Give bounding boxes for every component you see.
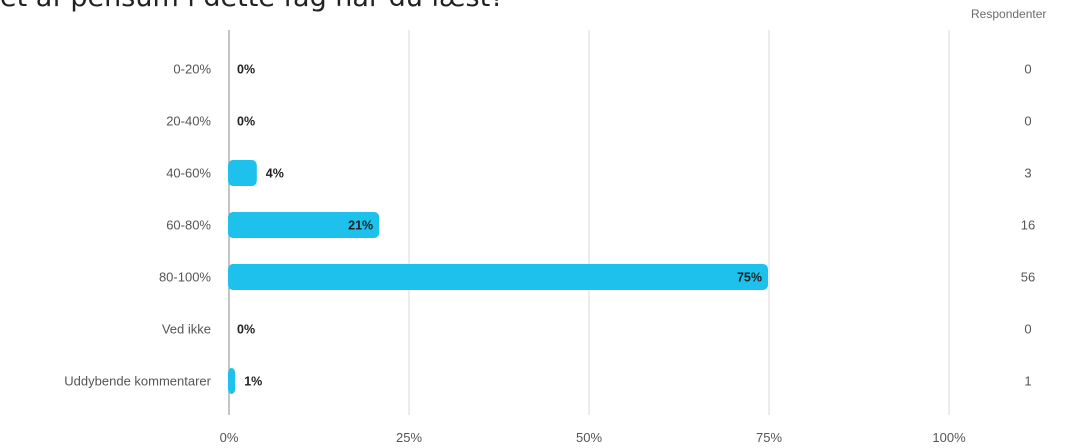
x-tick-label: 0%: [220, 430, 239, 445]
value-label: 0%: [237, 115, 255, 129]
category-label: 40-60%: [166, 166, 211, 181]
category-label: Uddybende kommentarer: [64, 374, 211, 389]
category-label: 20-40%: [166, 114, 211, 129]
category-label: 0-20%: [173, 62, 211, 77]
value-label: 75%: [737, 271, 762, 285]
question-title: et af pensum i dette fag har du læst?: [0, 0, 504, 13]
respondent-count: 56: [1021, 270, 1035, 285]
respondent-count: 1: [1024, 374, 1031, 389]
x-tick-label: 25%: [396, 430, 422, 445]
x-tick-label: 50%: [576, 430, 602, 445]
bar: [228, 160, 257, 186]
respondent-count: 0: [1024, 114, 1031, 129]
bar: [228, 264, 768, 290]
x-tick-label: 100%: [932, 430, 966, 445]
value-label: 4%: [266, 167, 284, 181]
value-label: 0%: [237, 323, 255, 337]
category-label: 60-80%: [166, 218, 211, 233]
bar-layer: [228, 160, 768, 394]
category-label: 80-100%: [159, 270, 211, 285]
respondent-count: 3: [1024, 166, 1031, 181]
respondents-header: Respondenter: [971, 7, 1047, 21]
respondent-count: 0: [1024, 62, 1031, 77]
bar: [228, 212, 380, 238]
respondent-count: 0: [1024, 322, 1031, 337]
category-label: Ved ikke: [162, 322, 211, 337]
value-label: 0%: [237, 63, 255, 77]
bar: [228, 368, 236, 394]
value-label: 21%: [348, 219, 373, 233]
respondent-count: 16: [1021, 218, 1035, 233]
x-tick-label: 75%: [756, 430, 782, 445]
label-layer: 0% 25% 50% 75% 100%0-20% 0% 020-40% 0% 040-60% 4%…: [64, 62, 1035, 446]
value-label: 1%: [244, 375, 262, 389]
